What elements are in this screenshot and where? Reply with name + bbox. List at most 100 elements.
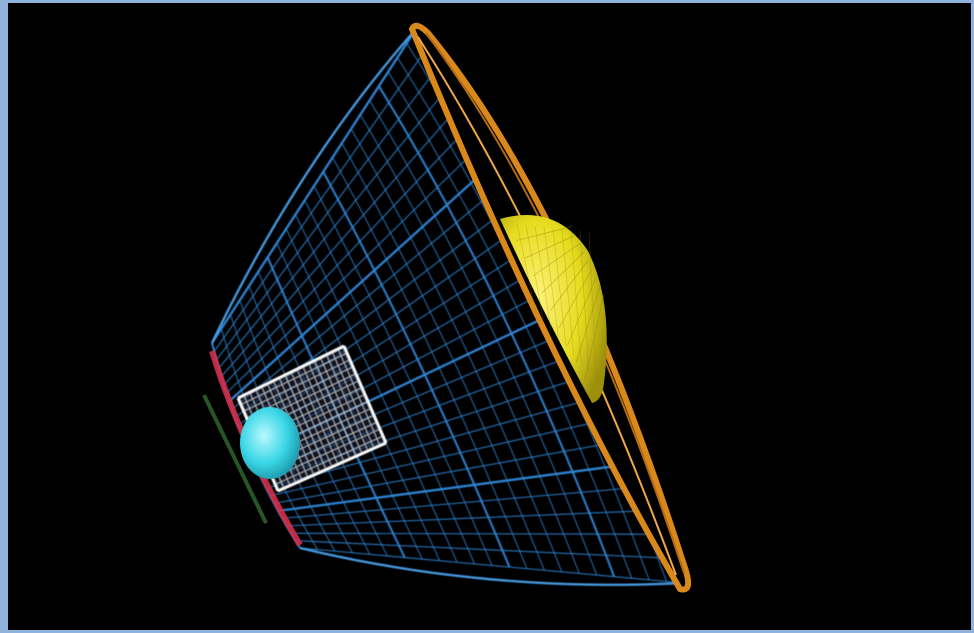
- wire-line: [547, 582, 568, 586]
- wire-line: [336, 112, 350, 130]
- wire-line: [331, 478, 341, 495]
- wire-line: [356, 343, 367, 363]
- wire-line: [485, 354, 499, 382]
- wire-line: [370, 488, 382, 507]
- wire-line: [290, 348, 299, 365]
- wire-line: [434, 320, 447, 345]
- wire-line: [524, 234, 577, 259]
- wire-line: [265, 222, 278, 240]
- wire-line: [361, 538, 371, 555]
- wire-line: [447, 312, 461, 338]
- wire-line: [601, 545, 616, 578]
- wire-line: [322, 237, 334, 257]
- wire-line: [445, 344, 458, 369]
- wire-line: [478, 495, 491, 520]
- wire-line: [426, 381, 440, 405]
- wire-line: [497, 380, 511, 408]
- wire-line: [327, 538, 336, 552]
- wire-line: [406, 133, 423, 160]
- wire-line: [606, 514, 621, 547]
- wire-line: [487, 321, 502, 349]
- wire-line: [383, 401, 394, 422]
- wire-line: [276, 242, 285, 260]
- wire-line: [377, 85, 395, 111]
- wire-line: [284, 189, 297, 207]
- wire-line: [505, 518, 518, 544]
- wire-line: [358, 83, 372, 100]
- wire-line: [474, 224, 490, 252]
- wire-line: [446, 171, 462, 199]
- wire-line: [275, 205, 287, 224]
- wire-line: [489, 578, 510, 583]
- wire-line: [370, 449, 381, 469]
- wire-line: [449, 244, 464, 271]
- wire-line: [274, 435, 384, 485]
- wire-line: [369, 334, 381, 355]
- wire-line: [395, 463, 405, 484]
- wire-line: [393, 345, 405, 368]
- wire-line: [577, 485, 592, 516]
- wire-line: [516, 463, 530, 491]
- wire-line: [432, 571, 452, 577]
- wire-line: [567, 582, 587, 586]
- wire-line: [332, 191, 346, 213]
- wire-line: [332, 256, 343, 277]
- wire-line: [316, 482, 324, 498]
- wire-line: [372, 136, 387, 161]
- wire-line: [409, 306, 422, 330]
- wire-line: [533, 243, 581, 276]
- wire-line: [379, 354, 390, 375]
- wire-line: [399, 251, 413, 275]
- wire-line: [409, 170, 425, 196]
- wire-line: [618, 546, 633, 579]
- wire-line: [436, 219, 451, 245]
- wire-line: [471, 361, 484, 388]
- wire-line: [300, 486, 308, 500]
- wire-line: [461, 303, 475, 330]
- wire-line: [482, 386, 496, 413]
- wire-line: [407, 414, 419, 437]
- wire-line: [434, 182, 450, 210]
- wire-line: [278, 359, 286, 375]
- wire-line: [467, 392, 480, 418]
- wire-line: [234, 327, 241, 342]
- wire-line: [293, 245, 304, 264]
- wire-line: [396, 146, 411, 172]
- wire-line: [528, 581, 548, 585]
- wire-line: [332, 157, 345, 179]
- wire-line: [533, 543, 545, 571]
- wire-line: [296, 513, 305, 527]
- wire-line: [239, 299, 246, 315]
- wire-line: [333, 224, 345, 245]
- wire-line: [318, 298, 328, 317]
- wire-line: [360, 314, 372, 335]
- wire-line: [294, 173, 308, 191]
- wire-line: [374, 381, 385, 402]
- wire-line: [354, 231, 367, 254]
- wire-line: [255, 238, 268, 257]
- wire-line: [353, 263, 365, 285]
- wire-line: [412, 82, 429, 109]
- wire-line: [514, 341, 530, 371]
- wire-line: [224, 341, 230, 355]
- wire-line: [346, 508, 356, 525]
- wire-line: [314, 327, 324, 345]
- wire-line: [413, 568, 433, 574]
- wire-line: [375, 172, 389, 196]
- wire-line: [304, 200, 315, 220]
- wire-line: [303, 525, 312, 539]
- wire-line: [511, 492, 524, 519]
- wire-line: [512, 375, 527, 404]
- wire-line: [283, 259, 293, 277]
- wire-line: [343, 177, 356, 200]
- wire-line: [398, 182, 413, 207]
- wire-line: [411, 274, 424, 298]
- wire-line: [388, 229, 401, 253]
- wire-line: [399, 217, 414, 242]
- wire-line: [498, 542, 511, 568]
- wire-line: [392, 109, 409, 135]
- wire-line: [306, 310, 316, 328]
- wire-line: [584, 294, 605, 381]
- wire-line: [555, 393, 570, 424]
- wire-line: [402, 366, 414, 389]
